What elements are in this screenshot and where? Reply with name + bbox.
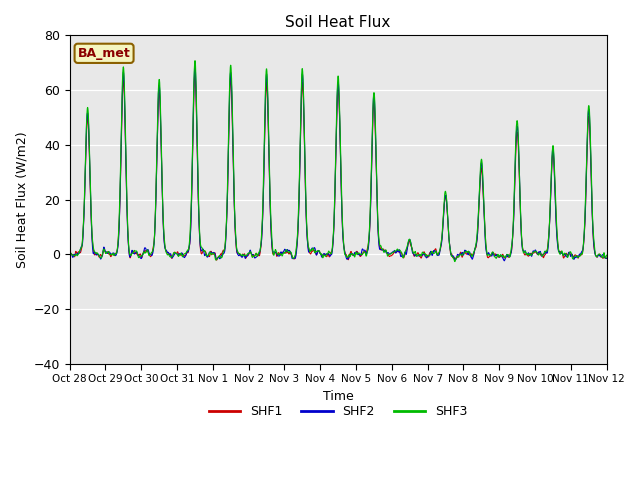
SHF2 — [494, 252, 502, 258]
SHF1 — [66, 248, 74, 253]
Line: SHF1: SHF1 — [70, 75, 607, 260]
SHF2 — [216, 256, 223, 262]
SHF1 — [354, 250, 362, 256]
Title: Soil Heat Flux: Soil Heat Flux — [285, 15, 391, 30]
SHF2 — [66, 248, 74, 253]
SHF2 — [500, 258, 508, 264]
SHF2 — [603, 255, 611, 261]
SHF3 — [556, 251, 563, 256]
Legend: SHF1, SHF2, SHF3: SHF1, SHF2, SHF3 — [204, 400, 472, 423]
SHF1 — [191, 72, 199, 78]
SHF3 — [354, 251, 362, 256]
SHF1 — [603, 255, 611, 261]
SHF1 — [495, 254, 502, 260]
SHF3 — [66, 249, 74, 255]
Line: SHF2: SHF2 — [70, 68, 607, 261]
Text: BA_met: BA_met — [77, 47, 131, 60]
SHF3 — [365, 228, 373, 233]
SHF1 — [216, 253, 224, 259]
SHF3 — [191, 58, 199, 63]
SHF3 — [603, 252, 611, 258]
SHF1 — [571, 253, 579, 259]
X-axis label: Time: Time — [323, 390, 353, 403]
SHF1 — [366, 228, 374, 234]
SHF3 — [451, 259, 459, 264]
SHF2 — [365, 232, 373, 238]
SHF2 — [354, 252, 362, 257]
SHF3 — [495, 252, 502, 258]
Line: SHF3: SHF3 — [70, 60, 607, 262]
SHF3 — [571, 253, 579, 259]
SHF3 — [216, 252, 223, 258]
SHF2 — [556, 249, 563, 254]
SHF1 — [556, 250, 563, 255]
Y-axis label: Soil Heat Flux (W/m2): Soil Heat Flux (W/m2) — [15, 131, 28, 268]
SHF1 — [213, 257, 221, 263]
SHF2 — [191, 65, 199, 71]
SHF2 — [571, 255, 579, 261]
